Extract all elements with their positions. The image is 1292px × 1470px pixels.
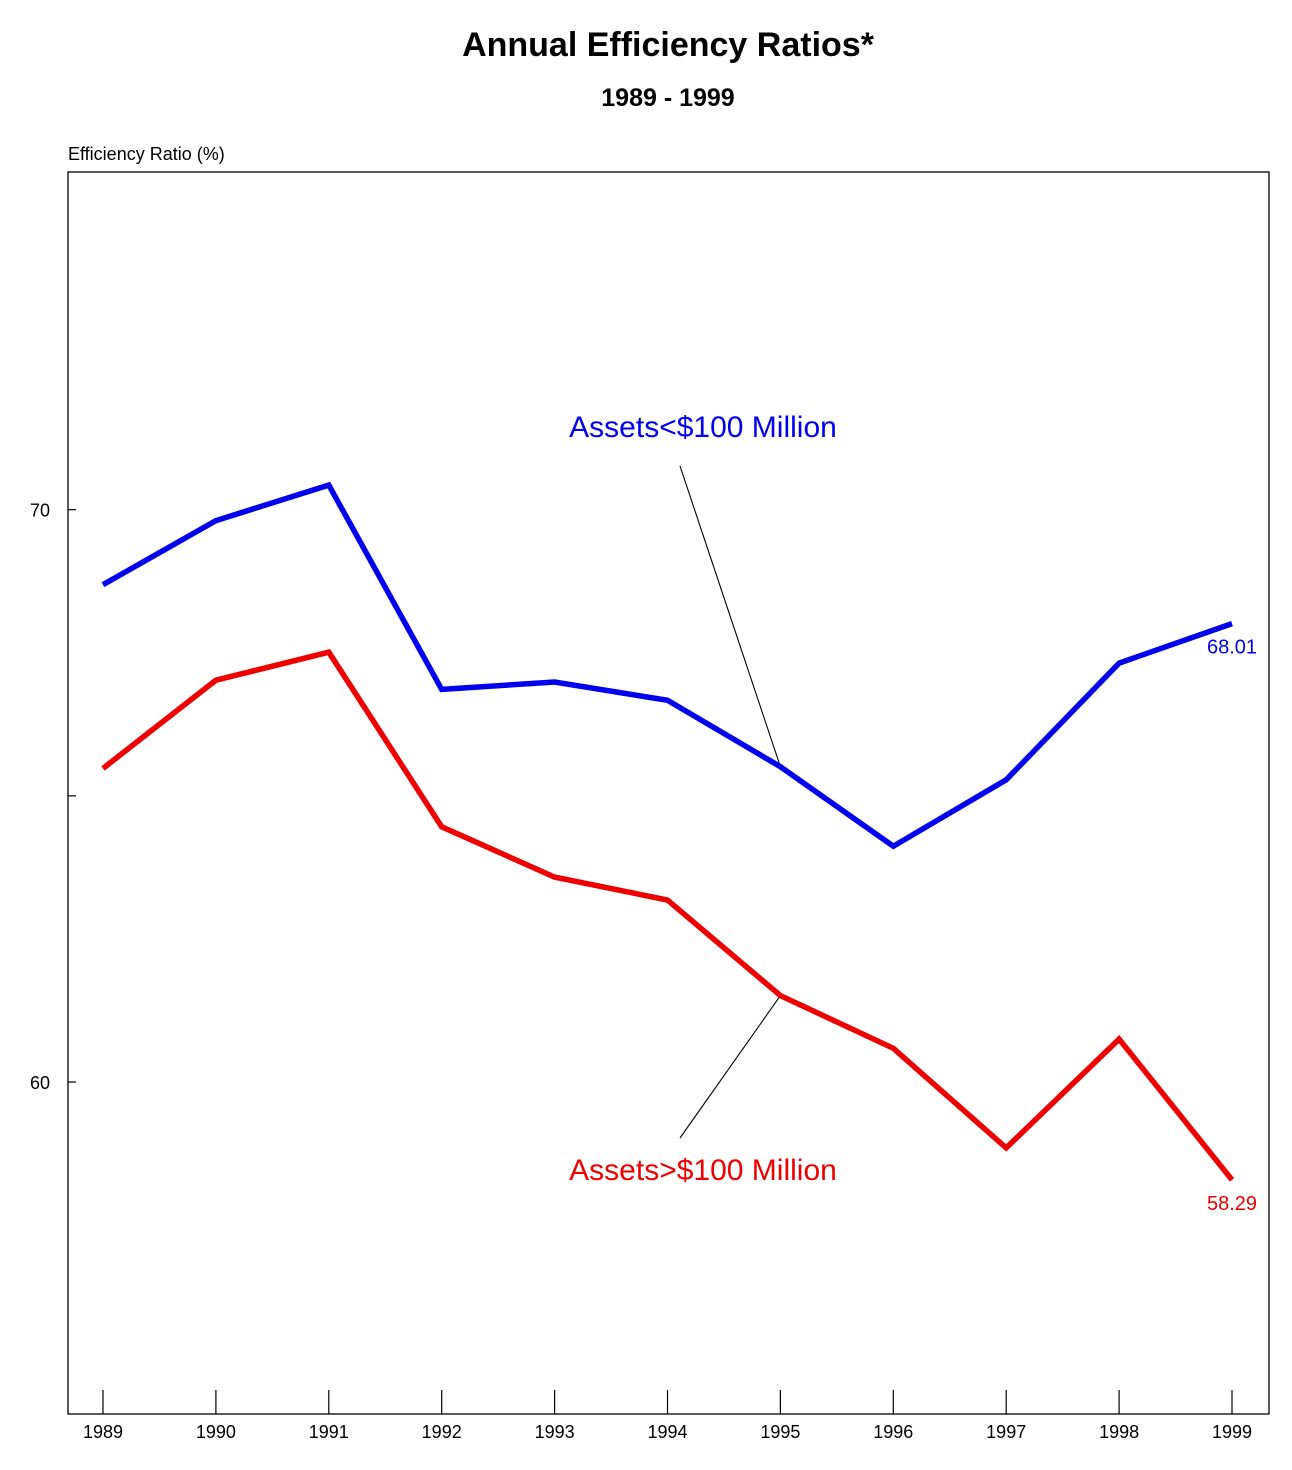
- x-axis-ticks: 1989 1990 1991 1992 1993 1994 1995 1996 1997 1998…: [83, 1390, 1252, 1442]
- x-tick-label: 1995: [760, 1422, 800, 1442]
- x-tick-label: 1989: [83, 1422, 123, 1442]
- x-tick-label: 1997: [986, 1422, 1026, 1442]
- series-line-small-banks: [101, 481, 1233, 850]
- y-axis-ticks: 70 60: [30, 501, 76, 1093]
- y-tick-label: 60: [30, 1073, 50, 1093]
- end-value-label: 68.01: [1207, 637, 1257, 659]
- x-tick-label: 1992: [422, 1422, 462, 1442]
- x-tick-label: 1990: [196, 1422, 236, 1442]
- y-tick-label: 70: [30, 501, 50, 521]
- series-line-large-banks: [101, 649, 1235, 1182]
- callout-lines: [679, 465, 781, 1139]
- series-lines: [101, 481, 1235, 1182]
- chart-subtitle: 1989 - 1999: [601, 84, 735, 112]
- x-tick-label: 1993: [535, 1422, 575, 1442]
- series-labels: Assets<$100 Million 68.01 Assets>$100 Mill…: [569, 411, 1257, 1215]
- callout-line: [679, 995, 781, 1139]
- end-value-label: 58.29: [1207, 1193, 1257, 1215]
- series-label: Assets>$100 Million: [569, 1154, 837, 1187]
- x-tick-label: 1998: [1099, 1422, 1139, 1442]
- series-label: Assets<$100 Million: [569, 411, 837, 444]
- x-tick-label: 1994: [647, 1422, 687, 1442]
- x-tick-label: 1991: [309, 1422, 349, 1442]
- plot-frame: [67, 171, 1270, 1415]
- callout-line: [679, 465, 781, 767]
- chart-title: Annual Efficiency Ratios*: [462, 26, 874, 64]
- x-tick-label: 1996: [873, 1422, 913, 1442]
- x-tick-label: 1999: [1212, 1422, 1252, 1442]
- y-axis-label: Efficiency Ratio (%): [68, 144, 225, 164]
